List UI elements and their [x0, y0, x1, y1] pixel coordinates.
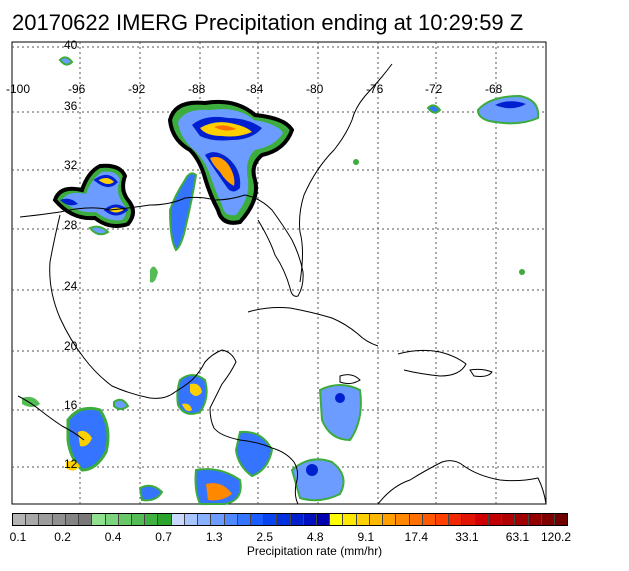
colorbar-segment — [26, 514, 40, 525]
lon-label-88: -88 — [188, 82, 206, 96]
lat-label-20: 20 — [64, 339, 78, 353]
lat-label-36: 36 — [64, 99, 78, 113]
colorbar-segment — [65, 514, 80, 525]
colorbar-segment — [488, 514, 503, 525]
colorbar-segment — [383, 514, 397, 525]
colorbar-segment — [264, 514, 278, 525]
colorbar-segment — [237, 514, 251, 525]
colorbar-segment — [198, 514, 212, 525]
colorbar-segment — [343, 514, 357, 525]
colorbar-segment — [396, 514, 410, 525]
colorbar-segment — [290, 514, 304, 525]
colorbar-segment — [224, 514, 238, 525]
colorbar-tick-label: 63.1 — [505, 530, 530, 544]
colorbar-segment — [475, 514, 489, 525]
lon-label-84: -84 — [246, 82, 264, 96]
colorbar-segment — [92, 514, 106, 525]
colorbar-segment — [171, 514, 185, 525]
lon-label-72: -72 — [425, 82, 443, 96]
colorbar-tick-label: 1.3 — [205, 530, 223, 544]
colorbar — [12, 513, 568, 526]
lat-label-32: 32 — [64, 158, 78, 172]
precipitation-cells — [22, 56, 540, 505]
lat-label-16: 16 — [64, 398, 78, 412]
colorbar-segment — [158, 514, 172, 525]
colorbar-segment — [449, 514, 463, 525]
colorbar-tick-label: 0.4 — [104, 530, 122, 544]
colorbar-segment — [211, 514, 225, 525]
colorbar-tick-label: 120.2 — [540, 530, 572, 544]
colorbar-segment — [422, 514, 436, 525]
colorbar-segment — [105, 514, 119, 525]
colorbar-tick-label: 17.4 — [404, 530, 429, 544]
colorbar-segment — [528, 514, 542, 525]
colorbar-segment — [250, 514, 265, 525]
colorbar-tick-label: 0.7 — [155, 530, 172, 544]
colorbar-segment — [303, 514, 318, 525]
lon-label-92: -92 — [128, 82, 146, 96]
lon-label-68: -68 — [485, 82, 503, 96]
colorbar-segment — [541, 514, 555, 525]
colorbar-segment — [409, 514, 423, 525]
colorbar-segment — [462, 514, 476, 525]
lon-label-100: -100 — [6, 82, 31, 96]
lat-label-40: 40 — [64, 38, 78, 52]
colorbar-segment — [277, 514, 291, 525]
colorbar-segment — [317, 514, 331, 525]
lat-label-24: 24 — [64, 279, 78, 293]
lat-label-28: 28 — [64, 218, 78, 232]
colorbar-segment — [39, 514, 53, 525]
coastlines — [17, 63, 547, 505]
colorbar-tick-label: 2.5 — [256, 530, 274, 544]
colorbar-segment — [369, 514, 384, 525]
colorbar-segment — [515, 514, 529, 525]
colorbar-tick-label: 0.1 — [9, 530, 27, 544]
colorbar-segment — [118, 514, 132, 525]
lon-label-96: -96 — [68, 82, 86, 96]
lat-label-12: 12 — [64, 457, 78, 471]
colorbar-segment — [184, 514, 199, 525]
colorbar-tick-label: 33.1 — [455, 530, 479, 544]
colorbar-segment — [554, 514, 568, 525]
colorbar-label: Precipitation rate (mm/hr) — [246, 544, 383, 558]
map-title: 20170622 IMERG Precipitation ending at 1… — [12, 10, 524, 35]
colorbar-segment — [502, 514, 516, 525]
colorbar-segment — [356, 514, 370, 525]
colorbar-tick-label: 4.8 — [306, 530, 324, 544]
latitude-gridlines — [12, 46, 546, 468]
lon-label-80: -80 — [306, 82, 324, 96]
colorbar-tick-label: 9.1 — [357, 530, 375, 544]
colorbar-segment — [79, 514, 93, 525]
colorbar-segment — [13, 514, 27, 525]
lon-label-76: -76 — [366, 82, 384, 96]
colorbar-segment — [145, 514, 159, 525]
colorbar-segment — [330, 514, 344, 525]
colorbar-tick-label: 0.2 — [54, 530, 71, 544]
colorbar-segment — [131, 514, 146, 525]
colorbar-segment — [52, 514, 66, 525]
colorbar-segment — [436, 514, 450, 525]
